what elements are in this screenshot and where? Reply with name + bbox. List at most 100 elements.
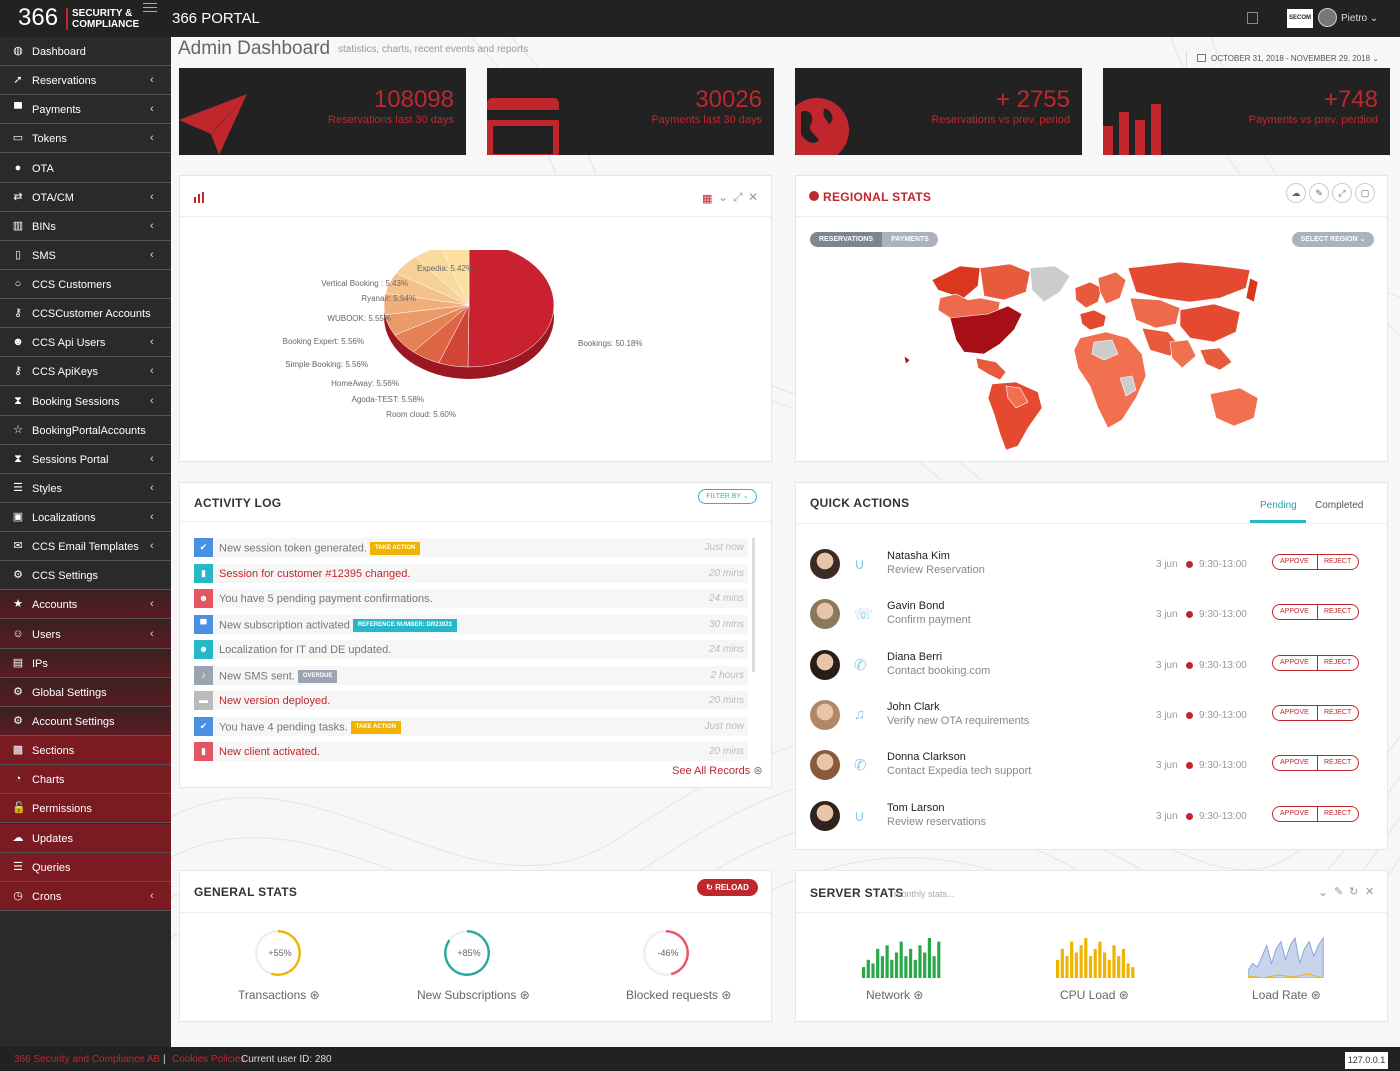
sidebar-item-sessions-portal[interactable]: ⧗ Sessions Portal ‹ — [0, 445, 171, 474]
sidebar-item-users[interactable]: ☺ Users ‹ — [0, 619, 171, 649]
approve-button[interactable]: APPOVE — [1280, 558, 1309, 565]
sidebar-item-reservations[interactable]: ➚ Reservations ‹ — [0, 66, 171, 96]
table-icon[interactable]: ▦ — [702, 193, 713, 205]
wrench-icon[interactable]: ✎ — [1334, 886, 1344, 898]
chevron-down-icon[interactable]: ⌄ — [1318, 885, 1329, 899]
date-range-picker[interactable]: OCTOBER 31, 2018 - NOVEMBER 29, 2018 ⌄ — [1186, 51, 1386, 67]
tab-reservations[interactable]: RESERVATIONS — [810, 232, 882, 247]
trash-icon[interactable]: ▢ — [1355, 183, 1375, 203]
user-menu[interactable]: Pietro ⌄ — [1341, 13, 1378, 24]
sidebar-item-ips[interactable]: ▤ IPs — [0, 648, 171, 678]
activity-row[interactable]: ▮ New client activated. 20 mins — [194, 742, 748, 761]
cookies-link[interactable]: Cookies Policies — [172, 1054, 246, 1065]
sidebar-item-global-settings[interactable]: ⚙ Global Settings — [0, 677, 171, 707]
approve-button[interactable]: APPOVE — [1280, 658, 1309, 666]
filter-by-button[interactable]: FILTER BY ⌄ — [698, 489, 757, 504]
close-icon[interactable]: ✕ — [748, 190, 759, 204]
tab-pending[interactable]: Pending — [1260, 500, 1297, 511]
activity-row[interactable]: ▮ Session for customer #12395 changed. 20 … — [194, 563, 748, 583]
select-region-dropdown[interactable]: SELECT REGION ⌄ — [1292, 232, 1374, 247]
sidebar-item-updates[interactable]: ☁ Updates — [0, 823, 171, 853]
sidebar-item-bookingportalaccounts[interactable]: ☆ BookingPortalAccounts — [0, 416, 171, 445]
activity-row[interactable]: ✔ You have 4 pending tasks. TAKE ACTION Jus… — [194, 716, 748, 736]
expand-icon[interactable]: ⤢ — [733, 190, 743, 204]
tab-completed[interactable]: Completed — [1315, 500, 1364, 511]
stat-tile-payments-delta[interactable]: +748 Payments vs prev. perdiod — [1103, 68, 1390, 155]
reject-button[interactable]: REJECT — [1324, 658, 1352, 666]
brand-logo[interactable]: 366 SECURITY & COMPLIANCE — [0, 0, 171, 37]
sidebar-item-ccs-email-templates[interactable]: ✉ CCS Email Templates ‹ — [0, 532, 171, 562]
server-stat-link[interactable]: Load Rate ⊛ — [1252, 988, 1321, 1002]
pie-slice[interactable] — [467, 250, 555, 368]
sidebar-item-payments[interactable]: ▀ Payments ‹ — [0, 95, 171, 125]
activity-tag[interactable]: TAKE ACTION — [369, 542, 421, 555]
approve-button[interactable]: APPOVE — [1280, 708, 1309, 716]
sidebar-item-ccs-api-users[interactable]: ☻ CCS Api Users ‹ — [0, 328, 171, 358]
activity-row[interactable]: ♪ New SMS sent. OVERDUE 2 hours — [194, 665, 748, 685]
reload-button[interactable]: ↻ RELOAD — [697, 879, 758, 896]
world-map[interactable] — [880, 258, 1300, 458]
reject-button[interactable]: REJECT — [1324, 608, 1352, 616]
activity-tag[interactable]: OVERDUE — [297, 669, 338, 683]
sidebar-item-ccscustomer-accounts[interactable]: ⚷ CCSCustomer Accounts — [0, 299, 171, 329]
reject-button[interactable]: REJECT — [1324, 708, 1352, 716]
stat-link[interactable]: Blocked requests ⊛ — [626, 988, 731, 1002]
credit-card-icon: ▭ — [12, 132, 24, 145]
reject-button[interactable]: REJECT — [1324, 809, 1352, 817]
sidebar-item-sections[interactable]: ▩ Sections — [0, 736, 171, 766]
activity-row[interactable]: ✔ New session token generated. TAKE ACTION… — [194, 538, 748, 557]
sidebar-item-accounts[interactable]: ★ Accounts ‹ — [0, 590, 171, 620]
pie-slice[interactable] — [441, 250, 470, 306]
scrollbar[interactable] — [752, 538, 755, 672]
sidebar-item-queries[interactable]: ☰ Queries — [0, 852, 171, 882]
stat-tile-reservations-delta[interactable]: + 2755 Reservations vs prev. period — [795, 68, 1082, 155]
company-link[interactable]: 366 Security and Compliance AB — [14, 1054, 161, 1065]
stat-tile-payments[interactable]: 30026 Payments last 30 days — [487, 68, 774, 155]
approve-button[interactable]: APPOVE — [1280, 809, 1309, 817]
stat-link[interactable]: New Subscriptions ⊛ — [417, 988, 530, 1002]
sidebar-item-localizations[interactable]: ▣ Localizations ‹ — [0, 503, 171, 533]
activity-row[interactable]: ☻ You have 5 pending payment confirmation… — [194, 589, 748, 608]
chevron-down-icon[interactable]: ⌄ — [718, 190, 729, 204]
sidebar-item-styles[interactable]: ☰ Styles ‹ — [0, 474, 171, 503]
activity-row[interactable]: ▀ New subscription activated REFERENCE NUM… — [194, 614, 748, 634]
sidebar-item-ota-cm[interactable]: ⇄ OTA/CM ‹ — [0, 183, 171, 212]
sidebar-item-ccs-customers[interactable]: ○ CCS Customers — [0, 270, 171, 300]
sidebar-item-sms[interactable]: ▯ SMS ‹ — [0, 241, 171, 270]
activity-tag[interactable]: TAKE ACTION — [350, 720, 401, 734]
tab-payments[interactable]: PAYMENTS — [882, 232, 938, 247]
sidebar-item-booking-sessions[interactable]: ⧗ Booking Sessions ‹ — [0, 387, 171, 416]
approve-button[interactable]: APPOVE — [1280, 759, 1309, 767]
activity-row[interactable]: ☻ Localization for IT and DE updated. 24 m… — [194, 640, 748, 659]
close-icon[interactable]: ✕ — [1365, 886, 1375, 898]
sidebar-item-charts[interactable]: ◔ Charts — [0, 765, 171, 795]
sidebar-item-bins[interactable]: ▥ BINs ‹ — [0, 212, 171, 241]
see-all-records-link[interactable]: See All Records ⊛ — [672, 764, 763, 777]
sidebar-item-permissions[interactable]: 🔓 Permissions — [0, 794, 171, 824]
pie-slice[interactable] — [415, 250, 470, 306]
activity-row[interactable]: ▬ New version deployed. 20 mins — [194, 691, 748, 710]
activity-tag[interactable]: REFERENCE NUMBER: DR23923 — [352, 618, 457, 632]
refresh-icon[interactable]: ↻ — [1349, 886, 1359, 898]
wrench-icon[interactable]: ✎ — [1309, 183, 1329, 203]
language-icon[interactable] — [1247, 12, 1258, 24]
menu-toggle-icon[interactable] — [143, 3, 157, 15]
sidebar-item-ccs-settings[interactable]: ⚙ CCS Settings — [0, 561, 171, 591]
reject-button[interactable]: REJECT — [1324, 759, 1352, 767]
sidebar-item-ccs-apikeys[interactable]: ⚷ CCS ApiKeys ‹ — [0, 357, 171, 387]
stat-link[interactable]: Transactions ⊛ — [238, 988, 320, 1002]
sidebar-item-dashboard[interactable]: ◍ Dashboard — [0, 37, 171, 66]
reject-button[interactable]: REJECT — [1324, 558, 1352, 565]
sidebar-item-tokens[interactable]: ▭ Tokens ‹ — [0, 124, 171, 154]
avatar[interactable] — [1318, 8, 1337, 27]
approve-button[interactable]: APPOVE — [1280, 608, 1309, 616]
expand-icon[interactable]: ⤢ — [1332, 183, 1352, 203]
stat-tile-reservations[interactable]: 108098 Reservations last 30 days — [179, 68, 466, 155]
server-stat-link[interactable]: Network ⊛ — [866, 988, 923, 1002]
cloud-upload-icon[interactable]: ☁ — [1286, 183, 1306, 203]
server-stat-link[interactable]: CPU Load ⊛ — [1060, 988, 1129, 1002]
sidebar-item-account-settings[interactable]: ⚙ Account Settings — [0, 706, 171, 736]
sidebar-item-label: IPs — [32, 657, 48, 670]
sidebar-item-crons[interactable]: ◷ Crons ‹ — [0, 881, 171, 911]
sidebar-item-ota[interactable]: ● OTA — [0, 154, 171, 183]
